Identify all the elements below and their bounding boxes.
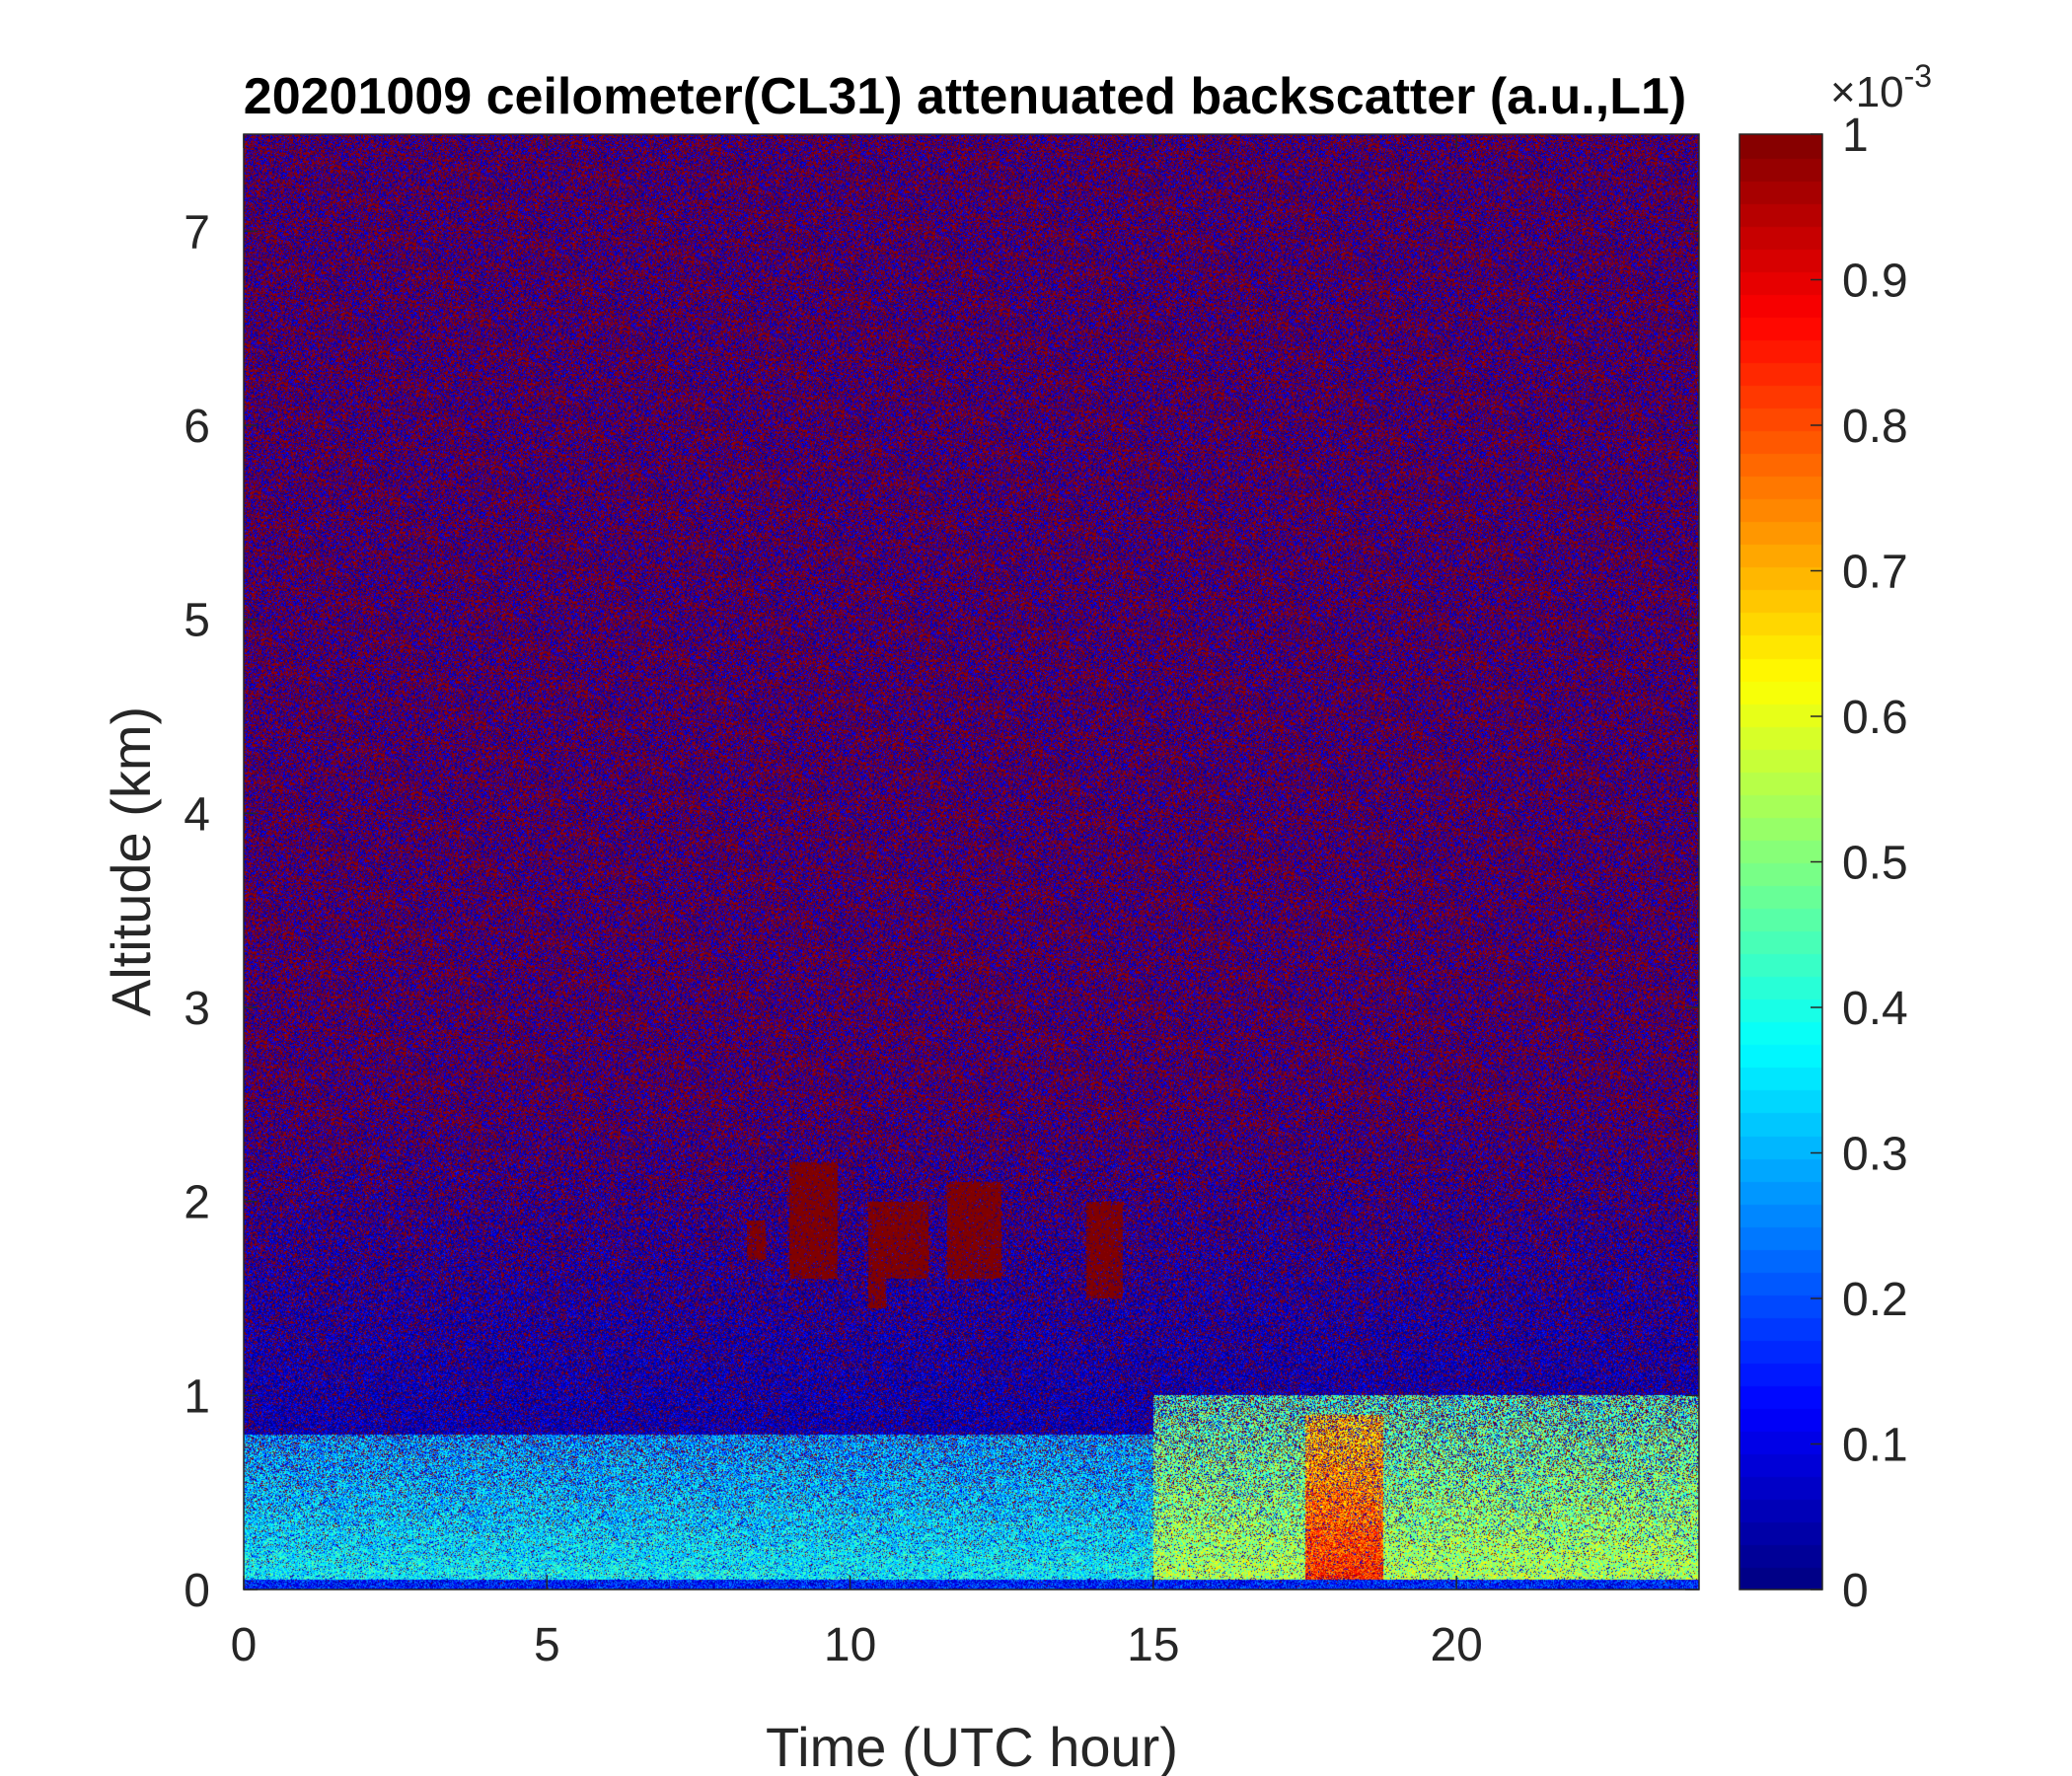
colorbar-tick-label: 0.7 xyxy=(1842,547,1908,599)
y-tick-label: 5 xyxy=(184,595,210,647)
colorbar-tick-label: 0.6 xyxy=(1842,692,1908,744)
colorbar-tick-label: 0 xyxy=(1842,1565,1869,1617)
plot-frame xyxy=(243,133,1700,1591)
y-tick-label: 0 xyxy=(184,1565,210,1617)
x-tick-label: 10 xyxy=(824,1619,876,1671)
colorbar: 0 0.1 0.2 0.3 0.4 0.5 0.6 0.7 0.8 0.9 1 ×10-3 xyxy=(1739,58,1932,1617)
colorbar-tick-label: 0.4 xyxy=(1842,983,1908,1035)
x-axis-label: Time (UTC hour) xyxy=(766,1716,1178,1776)
x-axis: 0 5 10 15 20 xyxy=(231,134,1483,1671)
colorbar-tick-label: 0.8 xyxy=(1842,401,1908,453)
colorbar-tick-label: 0.1 xyxy=(1842,1420,1908,1472)
x-tick-label: 15 xyxy=(1127,1619,1179,1671)
colorbar-tick-label: 0.5 xyxy=(1842,838,1908,890)
colorbar-exponent: ×10-3 xyxy=(1830,58,1932,116)
y-axis-label: Altitude (km) xyxy=(100,706,162,1016)
x-tick-label: 20 xyxy=(1430,1619,1482,1671)
colorbar-tick-label: 0.9 xyxy=(1842,256,1908,308)
y-tick-label: 3 xyxy=(184,983,210,1035)
y-tick-label: 7 xyxy=(184,206,210,259)
y-tick-label: 6 xyxy=(184,401,210,453)
y-axis: 0 1 2 3 4 5 6 7 xyxy=(184,206,1699,1617)
x-tick-label: 5 xyxy=(534,1619,560,1671)
y-tick-label: 1 xyxy=(184,1370,210,1423)
colorbar-tick-label: 0.2 xyxy=(1842,1274,1908,1326)
plot-area xyxy=(243,133,1700,1591)
colorbar-tick-label: 0.3 xyxy=(1842,1129,1908,1181)
colorbar-tick-label: 1 xyxy=(1842,110,1869,162)
y-tick-label: 2 xyxy=(184,1177,210,1229)
x-tick-label: 0 xyxy=(231,1619,258,1671)
heatmap-image xyxy=(244,134,1699,1590)
colorbar-ticks: 0 0.1 0.2 0.3 0.4 0.5 0.6 0.7 0.8 0.9 1 xyxy=(1811,110,1908,1617)
colorbar-gradient xyxy=(1739,134,1822,1590)
colorbar-exponent-base: ×10 xyxy=(1830,68,1904,116)
colorbar-exponent-power: -3 xyxy=(1904,58,1932,94)
y-tick-label: 4 xyxy=(184,788,210,841)
chart-title: 20201009 ceilometer(CL31) attenuated bac… xyxy=(244,68,1686,125)
